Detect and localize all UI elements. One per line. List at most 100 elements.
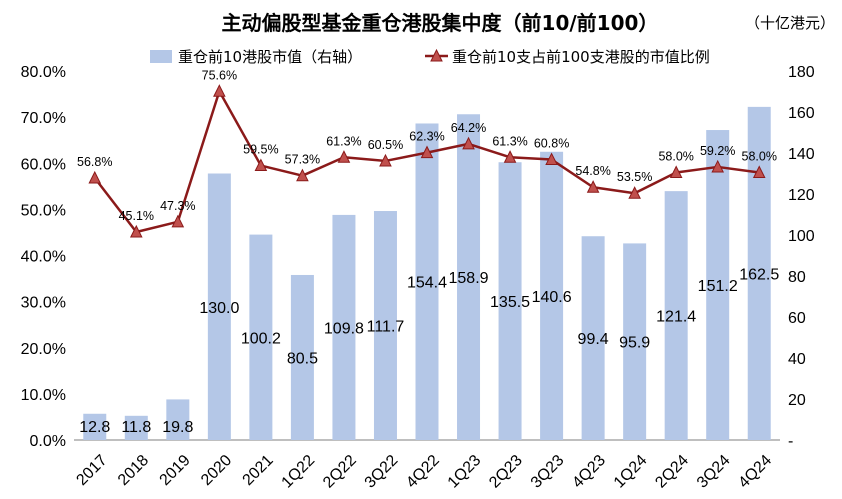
bar (623, 243, 647, 440)
bar-data-label: 158.9 (449, 270, 489, 287)
x-axis-tick-label: 2Q24 (652, 452, 692, 492)
bar (332, 214, 356, 440)
x-axis-tick-label: 4Q23 (569, 452, 609, 492)
x-axis-tick-label: 2Q23 (486, 452, 526, 492)
line-marker (254, 158, 268, 172)
bar-data-label: 95.9 (619, 335, 650, 352)
bar (540, 151, 564, 440)
line-marker (88, 170, 102, 184)
right-axis-tick-label: - (788, 433, 793, 450)
bar (207, 173, 231, 440)
bar-data-label: 162.5 (739, 266, 779, 283)
x-axis-tick-label: 2018 (115, 452, 152, 489)
unit-label: （十亿港元） (745, 14, 835, 32)
right-axis-tick-label: 80 (788, 269, 806, 286)
line-marker (503, 150, 517, 163)
bar-data-label: 12.8 (79, 419, 110, 436)
x-axis-tick-label: 1Q22 (279, 452, 319, 492)
line-data-label: 61.3% (492, 134, 527, 148)
line-data-label: 57.3% (285, 153, 320, 167)
bar (581, 236, 605, 440)
x-axis-tick-label: 2020 (198, 452, 235, 489)
line-marker (545, 152, 558, 166)
x-axis-tick-label: 2017 (73, 452, 110, 489)
left-axis-tick-label: 30.0% (21, 295, 66, 312)
right-axis-tick-label: 120 (788, 187, 815, 204)
legend-line-marker (430, 48, 443, 62)
left-axis-tick-label: 70.0% (21, 110, 66, 127)
line-data-label: 59.2% (700, 144, 735, 158)
right-axis-tick-label: 140 (788, 146, 815, 163)
line-marker (379, 153, 392, 167)
right-axis-tick-label: 20 (788, 392, 806, 409)
bar (166, 399, 190, 440)
line-marker (337, 150, 351, 163)
left-axis-tick-label: 50.0% (21, 202, 66, 219)
x-axis-tick-label: 2Q22 (320, 452, 360, 492)
line-marker (752, 165, 766, 178)
bar (706, 130, 730, 441)
line-data-label: 75.6% (202, 68, 237, 82)
line-marker (213, 84, 226, 97)
bar-data-label: 154.4 (407, 275, 447, 292)
line-data-label: 47.3% (160, 199, 195, 213)
line-data-label: 59.5% (243, 143, 278, 157)
line-marker (420, 145, 434, 159)
right-axis-tick-label: 180 (788, 64, 815, 81)
x-axis-tick-label: 4Q24 (735, 452, 775, 492)
x-axis-tick-label: 4Q22 (403, 452, 443, 492)
line-marker (296, 168, 309, 182)
line-data-label: 61.3% (326, 134, 361, 148)
line-marker (586, 180, 600, 193)
left-axis-tick-label: 60.0% (21, 156, 66, 173)
line-data-label: 58.0% (658, 149, 693, 163)
bar-data-label: 109.8 (324, 320, 364, 337)
line-marker (711, 159, 725, 173)
left-axis-tick-label: 0.0% (30, 433, 66, 450)
bar (664, 191, 688, 440)
line-marker (669, 165, 683, 178)
x-axis-tick-label: 2019 (157, 452, 194, 489)
legend-bar-label: 重仓前10港股市值（右轴） (178, 48, 362, 66)
line-data-label: 60.8% (534, 137, 569, 151)
bar (249, 234, 273, 440)
legend-bar-swatch (150, 50, 172, 63)
legend-line-label: 重仓前10支占前100支港股的市值比例 (452, 48, 710, 66)
line-data-label: 60.5% (368, 138, 403, 152)
x-axis-tick-label: 3Q23 (528, 452, 568, 492)
bar (83, 413, 107, 440)
bar-data-label: 130.0 (199, 300, 239, 317)
bar-data-label: 19.8 (162, 419, 193, 436)
line-marker (462, 136, 475, 150)
line-marker (129, 224, 143, 238)
line-data-label: 54.8% (575, 164, 610, 178)
bar-data-label: 100.2 (241, 330, 281, 347)
right-axis-tick-label: 40 (788, 351, 806, 368)
bar (498, 162, 522, 440)
line-data-label: 53.5% (617, 170, 652, 184)
bar-data-label: 135.5 (490, 294, 530, 311)
bar-data-label: 140.6 (532, 289, 572, 306)
left-axis-tick-label: 10.0% (21, 387, 66, 404)
bar-data-label: 121.4 (656, 309, 696, 326)
bars (83, 106, 771, 441)
line-data-label: 58.0% (742, 149, 777, 163)
bar (373, 211, 397, 440)
x-axis-tick-label: 2021 (240, 452, 277, 489)
line-marker (171, 214, 185, 228)
left-axis-tick-label: 40.0% (21, 249, 66, 266)
bar-data-label: 11.8 (121, 419, 151, 436)
line-data-label: 62.3% (409, 130, 444, 144)
line-data-label: 45.1% (119, 209, 154, 223)
line-series (88, 84, 766, 238)
line-marker (628, 186, 641, 199)
x-axis-tick-label: 3Q22 (362, 452, 402, 492)
bar-data-label: 111.7 (367, 319, 405, 336)
bar-data-label: 151.2 (698, 278, 738, 295)
bar (290, 274, 314, 440)
bar-data-label: 80.5 (287, 350, 318, 367)
right-axis-tick-label: 160 (788, 105, 815, 122)
line-labels: 56.8% 45.1% 47.3% 75.6% 59.5% 57.3% 61.3% 60.5%… (77, 68, 777, 223)
